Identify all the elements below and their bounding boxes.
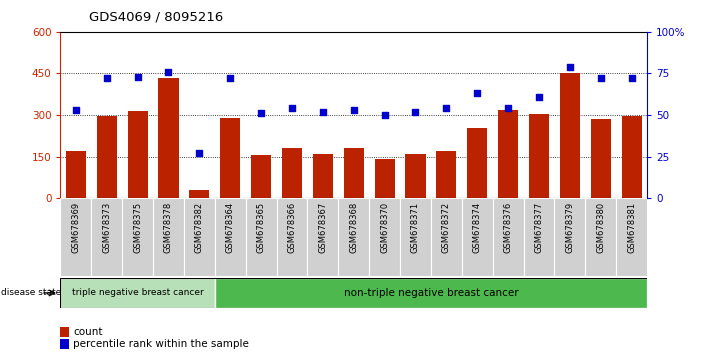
- Point: [410, 109, 421, 115]
- Text: GSM678368: GSM678368: [349, 202, 358, 253]
- Bar: [461, 198, 493, 276]
- Bar: [338, 198, 369, 276]
- Bar: [60, 327, 70, 337]
- Bar: [313, 154, 333, 198]
- Bar: [621, 116, 641, 198]
- Point: [225, 76, 236, 81]
- Text: GSM678376: GSM678376: [503, 202, 513, 253]
- Bar: [60, 339, 70, 349]
- Bar: [529, 114, 549, 198]
- Bar: [375, 159, 395, 198]
- Point: [379, 112, 390, 118]
- Bar: [215, 278, 647, 308]
- Bar: [184, 198, 215, 276]
- Text: GSM678377: GSM678377: [535, 202, 543, 253]
- Point: [70, 107, 82, 113]
- Point: [503, 105, 514, 111]
- Text: GSM678371: GSM678371: [411, 202, 420, 253]
- Bar: [153, 198, 184, 276]
- Bar: [400, 198, 431, 276]
- Text: GSM678375: GSM678375: [133, 202, 142, 253]
- Text: GSM678367: GSM678367: [319, 202, 327, 253]
- Bar: [523, 198, 555, 276]
- Point: [255, 110, 267, 116]
- Bar: [555, 198, 585, 276]
- Bar: [91, 198, 122, 276]
- Bar: [159, 78, 178, 198]
- Bar: [585, 198, 616, 276]
- Bar: [246, 198, 277, 276]
- Bar: [215, 198, 246, 276]
- Point: [132, 74, 144, 80]
- Bar: [431, 198, 461, 276]
- Point: [287, 105, 298, 111]
- Text: GSM678365: GSM678365: [257, 202, 266, 253]
- Bar: [591, 119, 611, 198]
- Bar: [437, 151, 456, 198]
- Point: [564, 64, 575, 70]
- Text: GSM678382: GSM678382: [195, 202, 204, 253]
- Text: GSM678381: GSM678381: [627, 202, 636, 253]
- Text: GSM678373: GSM678373: [102, 202, 111, 253]
- Point: [193, 150, 205, 156]
- Text: GSM678380: GSM678380: [597, 202, 605, 253]
- Text: triple negative breast cancer: triple negative breast cancer: [72, 289, 203, 297]
- Bar: [60, 278, 215, 308]
- Text: GSM678374: GSM678374: [473, 202, 482, 253]
- Point: [163, 69, 174, 75]
- Text: GSM678378: GSM678378: [164, 202, 173, 253]
- Text: GSM678379: GSM678379: [565, 202, 574, 253]
- Text: percentile rank within the sample: percentile rank within the sample: [73, 339, 249, 349]
- Point: [317, 109, 328, 115]
- Bar: [307, 198, 338, 276]
- Bar: [127, 111, 148, 198]
- Bar: [493, 198, 523, 276]
- Text: GSM678372: GSM678372: [442, 202, 451, 253]
- Bar: [405, 154, 425, 198]
- Text: count: count: [73, 327, 102, 337]
- Text: GSM678364: GSM678364: [225, 202, 235, 253]
- Text: disease state: disease state: [1, 289, 61, 297]
- Text: GDS4069 / 8095216: GDS4069 / 8095216: [89, 11, 223, 24]
- Bar: [369, 198, 400, 276]
- Text: GSM678366: GSM678366: [287, 202, 296, 253]
- Bar: [616, 198, 647, 276]
- Bar: [560, 74, 580, 198]
- Text: GSM678370: GSM678370: [380, 202, 389, 253]
- Point: [348, 107, 360, 113]
- Bar: [467, 127, 487, 198]
- Bar: [220, 118, 240, 198]
- Bar: [122, 198, 153, 276]
- Point: [471, 91, 483, 96]
- Bar: [498, 109, 518, 198]
- Point: [626, 76, 637, 81]
- Point: [441, 105, 452, 111]
- Bar: [277, 198, 307, 276]
- Point: [533, 94, 545, 99]
- Bar: [60, 198, 91, 276]
- Point: [101, 76, 112, 81]
- Bar: [66, 151, 86, 198]
- Text: non-triple negative breast cancer: non-triple negative breast cancer: [343, 288, 518, 298]
- Bar: [97, 116, 117, 198]
- Point: [595, 76, 606, 81]
- Bar: [343, 148, 364, 198]
- Bar: [282, 148, 302, 198]
- Bar: [189, 190, 210, 198]
- Text: GSM678369: GSM678369: [71, 202, 80, 253]
- Bar: [251, 155, 271, 198]
